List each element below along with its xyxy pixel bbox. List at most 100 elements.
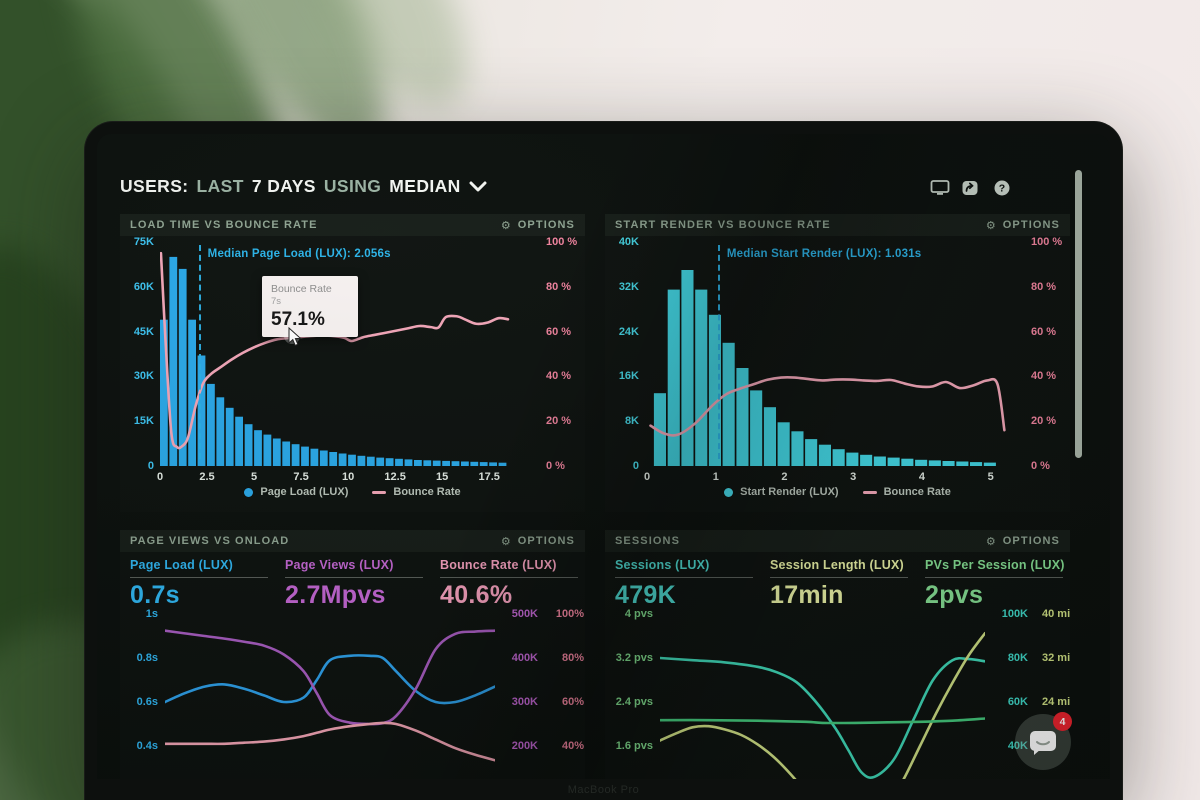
- monitor-icon[interactable]: [930, 179, 950, 197]
- chevron-down-icon[interactable]: [469, 181, 487, 192]
- y-right-axis-label: 80 %: [1031, 280, 1057, 293]
- gear-icon: ⚙: [500, 534, 512, 548]
- x-axis-tick-label: 7.5: [293, 471, 309, 483]
- median-marker-line: [717, 245, 720, 459]
- header-icons: ?: [930, 179, 1012, 197]
- metric-underline: [615, 577, 753, 578]
- panel-header: PAGE VIEWS VS ONLOAD ⚙ OPTIONS: [120, 530, 585, 552]
- y-right-axis-label: 400K: [511, 652, 538, 664]
- dashboard-screen: USERS: LAST 7 DAYS USING MEDIAN ? LOAD TIME …: [97, 134, 1110, 779]
- help-icon[interactable]: ?: [992, 179, 1012, 197]
- title-part: LAST: [196, 176, 244, 196]
- metric-value: 17min: [770, 581, 844, 609]
- y-left-axis-label: 16K: [618, 370, 639, 383]
- legend-item: Bounce Rate: [862, 486, 951, 498]
- plot-area: [660, 606, 985, 779]
- panel-title: PAGE VIEWS VS ONLOAD: [130, 535, 290, 547]
- metric-label: PVs Per Session (LUX): [925, 558, 1065, 572]
- metric-value: 2pvs: [925, 581, 984, 609]
- x-axis-tick-label: 17.5: [478, 471, 500, 483]
- chat-widget-button[interactable]: 4: [1015, 712, 1072, 770]
- metric-label: Bounce Rate (LUX): [440, 558, 557, 572]
- chart-legend: Page Load (LUX) Bounce Rate: [120, 486, 585, 498]
- sessions-chart[interactable]: Sessions (LUX) 479K Session Length (LUX) 17…: [605, 530, 1070, 779]
- dashboard-title-dropdown[interactable]: USERS: LAST 7 DAYS USING MEDIAN: [120, 176, 487, 197]
- y-left-axis-label: 4 pvs: [624, 608, 653, 620]
- legend-dot-marker: [724, 487, 734, 497]
- metric-label: Session Length (LUX): [770, 558, 904, 572]
- y-left-axis-label: 30K: [133, 370, 154, 383]
- metric-underline: [440, 577, 578, 578]
- y-right-axis-label: 40 min: [1042, 608, 1070, 620]
- y-right-axis-label: 200K: [511, 740, 538, 752]
- panel-title: SESSIONS: [615, 535, 681, 547]
- y-left-axis-label: 0: [632, 460, 639, 472]
- y-right-axis-label: 0 %: [546, 460, 565, 472]
- metric-underline: [925, 577, 1063, 578]
- options-button[interactable]: ⚙ OPTIONS: [501, 535, 575, 548]
- y-left-axis-label: 15K: [133, 415, 154, 428]
- y-right-axis-label: 0 %: [1031, 460, 1050, 472]
- laptop-bezel: MacBook Pro: [85, 779, 1122, 800]
- metric-value: 40.6%: [440, 581, 513, 609]
- y-left-axis-label: 60K: [133, 280, 154, 293]
- svg-text:?: ?: [999, 183, 1005, 195]
- median-marker-label: Median Start Render (LUX): 1.031s: [726, 248, 922, 260]
- y-left-axis-label: 3.2 pvs: [615, 652, 653, 664]
- y-right-axis-label: 40K: [1007, 740, 1028, 752]
- y-right-axis-label: 100 %: [546, 236, 578, 248]
- metric-value: 2.7Mpvs: [285, 581, 386, 609]
- options-label: OPTIONS: [517, 535, 575, 547]
- title-part: MEDIAN: [389, 176, 461, 196]
- y-right-axis-label: 60 %: [1031, 325, 1057, 338]
- y-left-axis-label: 24K: [618, 325, 639, 338]
- title-part: USING: [323, 176, 382, 196]
- gear-icon: ⚙: [985, 534, 997, 548]
- x-axis-tick-label: 5: [250, 471, 258, 483]
- share-icon[interactable]: [961, 179, 981, 197]
- load-time-chart[interactable]: 75K 60K 45K 30K 15K 0 100 % 80 % 60 % 40 % 20 % 0 %…: [120, 214, 585, 512]
- panel-title: LOAD TIME VS BOUNCE RATE: [130, 219, 318, 231]
- metric-label: Page Load (LUX): [130, 558, 234, 572]
- y-left-axis-label: 32K: [618, 280, 639, 293]
- median-marker-line: [198, 245, 201, 459]
- panel-load-time-vs-bounce-rate: LOAD TIME VS BOUNCE RATE ⚙ OPTIONS 75K 60…: [120, 214, 585, 512]
- laptop-brand-text: MacBook Pro: [567, 783, 640, 796]
- options-button[interactable]: ⚙ OPTIONS: [986, 535, 1060, 548]
- x-axis-tick-label: 2: [781, 471, 788, 483]
- metric-label: Page Views (LUX): [285, 558, 394, 572]
- start-render-chart[interactable]: 40K 32K 24K 16K 8K 0 100 % 80 % 60 % 40 % 20 % 0 % 0…: [605, 214, 1070, 512]
- panel-header: START RENDER VS BOUNCE RATE ⚙ OPTIONS: [605, 214, 1070, 236]
- y-left-axis-label: 8K: [624, 415, 639, 428]
- y-left-axis-label: 40K: [618, 236, 639, 248]
- options-button[interactable]: ⚙ OPTIONS: [986, 219, 1060, 232]
- plot-area: [165, 606, 495, 779]
- options-button[interactable]: ⚙ OPTIONS: [501, 219, 575, 232]
- metric-value: 479K: [615, 581, 676, 609]
- panel-header: LOAD TIME VS BOUNCE RATE ⚙ OPTIONS: [120, 214, 585, 236]
- y-left-axis-label: 75K: [133, 236, 154, 248]
- y-left-axis-label: 0.8s: [136, 652, 158, 664]
- panel-sessions: SESSIONS ⚙ OPTIONS Sessions (LUX) 479K Ses…: [605, 530, 1070, 779]
- legend-item: Start Render (LUX): [724, 486, 839, 498]
- plot-area: [159, 242, 540, 466]
- page-views-chart[interactable]: Page Load (LUX) 0.7s Page Views (LUX) 2.7Mp…: [120, 530, 585, 779]
- scrollbar[interactable]: [1075, 170, 1082, 458]
- x-axis-tick-label: 5: [987, 471, 994, 483]
- y-right-axis-label: 100K: [1001, 608, 1028, 620]
- options-label: OPTIONS: [517, 219, 575, 231]
- y-right-axis-label: 40 %: [1031, 370, 1057, 383]
- legend-label: Page Load (LUX): [260, 486, 349, 498]
- legend-line-marker: [862, 490, 877, 494]
- y-right-axis-label: 20 %: [1031, 415, 1057, 428]
- y-right-axis-label: 20 %: [546, 415, 572, 428]
- y-left-axis-label: 1s: [145, 608, 158, 620]
- y-right-axis-label: 60 %: [546, 325, 572, 338]
- legend-label: Start Render (LUX): [740, 486, 839, 498]
- legend-item: Page Load (LUX): [244, 486, 348, 498]
- chat-unread-badge: 4: [1053, 712, 1072, 731]
- y-left-axis-label: 0: [147, 460, 154, 472]
- panel-title: START RENDER VS BOUNCE RATE: [615, 219, 831, 231]
- x-axis-tick-label: 0: [156, 471, 164, 483]
- y-left-axis-label: 0.6s: [136, 696, 158, 708]
